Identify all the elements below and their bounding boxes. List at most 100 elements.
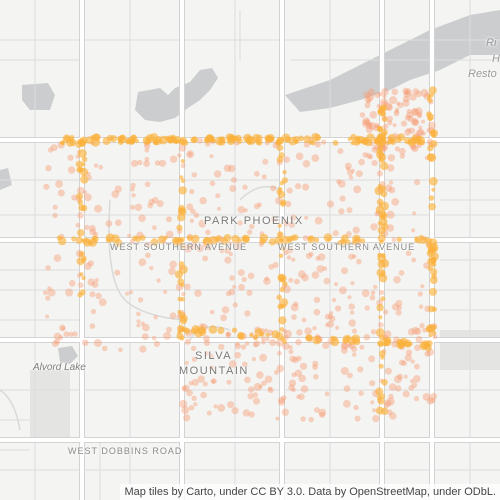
incident-point <box>288 277 294 283</box>
incident-point <box>105 220 113 227</box>
incident-point <box>301 317 307 323</box>
incident-point <box>314 141 321 148</box>
incident-point <box>257 202 262 208</box>
incident-point <box>223 164 232 172</box>
incident-point <box>252 392 258 398</box>
incident-point <box>276 144 284 152</box>
incident-point <box>355 170 363 178</box>
incident-point <box>336 179 342 185</box>
incident-point <box>198 219 207 228</box>
incident-point <box>319 411 326 418</box>
incident-point <box>285 200 292 208</box>
incident-point <box>312 326 317 331</box>
incident-point <box>383 309 389 315</box>
incident-point <box>137 297 144 303</box>
incident-point <box>313 374 319 380</box>
incident-point <box>55 180 63 188</box>
incident-point <box>300 385 309 393</box>
incident-point <box>186 150 195 159</box>
incident-point <box>294 183 302 190</box>
incident-point <box>199 196 207 205</box>
map-attribution[interactable]: Map tiles by Carto, under CC BY 3.0. Dat… <box>120 484 500 500</box>
incident-point <box>351 240 357 245</box>
incident-point <box>195 244 204 253</box>
incident-point <box>223 234 232 242</box>
incident-point <box>431 306 437 312</box>
water-areas <box>0 10 500 364</box>
incident-point <box>323 233 333 243</box>
incident-point <box>209 309 215 315</box>
incident-point <box>373 284 378 290</box>
incident-point <box>53 254 62 262</box>
incident-point <box>149 265 154 271</box>
incident-point <box>152 225 157 231</box>
incident-point <box>341 347 348 354</box>
incident-point <box>314 216 323 225</box>
incident-point <box>93 231 99 237</box>
incident-point <box>295 338 302 346</box>
incident-point <box>380 98 388 107</box>
incident-point <box>144 181 151 188</box>
incident-point <box>190 208 196 214</box>
incident-point <box>410 359 415 364</box>
incident-point <box>151 197 159 204</box>
incident-point <box>181 291 186 297</box>
incident-point <box>317 253 326 261</box>
incident-point <box>353 185 362 194</box>
incident-point <box>277 186 283 192</box>
incident-point <box>417 291 423 297</box>
incident-point <box>379 289 385 296</box>
incident-point <box>378 315 383 320</box>
incident-point <box>90 308 96 315</box>
incident-point <box>412 88 420 95</box>
incident-point <box>89 291 96 298</box>
incident-point <box>391 237 397 243</box>
incident-point <box>397 133 406 142</box>
incident-point <box>379 161 389 171</box>
incident-point <box>180 297 185 302</box>
incident-point <box>189 218 195 223</box>
incident-point <box>77 186 85 195</box>
incident-point <box>377 125 384 132</box>
incident-point <box>158 159 167 167</box>
incident-point <box>141 333 149 340</box>
incident-point <box>78 251 85 258</box>
incident-point <box>47 288 56 297</box>
incident-point <box>78 149 87 158</box>
incident-point <box>77 199 84 205</box>
incident-point <box>389 412 397 420</box>
incident-point <box>340 342 349 350</box>
point-layer <box>43 86 439 423</box>
incident-point <box>59 324 66 332</box>
incident-point <box>194 329 203 338</box>
incident-point <box>400 120 408 127</box>
incident-point <box>253 397 260 405</box>
incident-point <box>393 276 401 284</box>
incident-point <box>381 88 389 96</box>
incident-point <box>130 186 135 192</box>
incident-point <box>147 202 153 209</box>
incident-point <box>276 136 285 145</box>
incident-point <box>429 129 439 138</box>
incident-point <box>275 416 280 421</box>
incident-point <box>202 237 211 246</box>
incident-point <box>283 156 291 163</box>
incident-point <box>392 123 397 128</box>
incident-point <box>213 404 218 409</box>
incident-point <box>296 394 301 399</box>
incident-point <box>139 345 147 353</box>
incident-point <box>246 289 253 296</box>
incident-point <box>329 311 334 316</box>
incident-point <box>409 93 417 101</box>
incident-point <box>218 343 225 350</box>
incident-point <box>163 235 168 240</box>
incident-point <box>125 291 130 296</box>
incident-point <box>331 297 337 303</box>
incident-point <box>282 342 290 350</box>
incident-point <box>308 235 314 241</box>
incident-point <box>395 107 400 112</box>
incident-point <box>127 233 132 238</box>
incident-point <box>234 242 243 251</box>
incident-point <box>238 283 245 291</box>
